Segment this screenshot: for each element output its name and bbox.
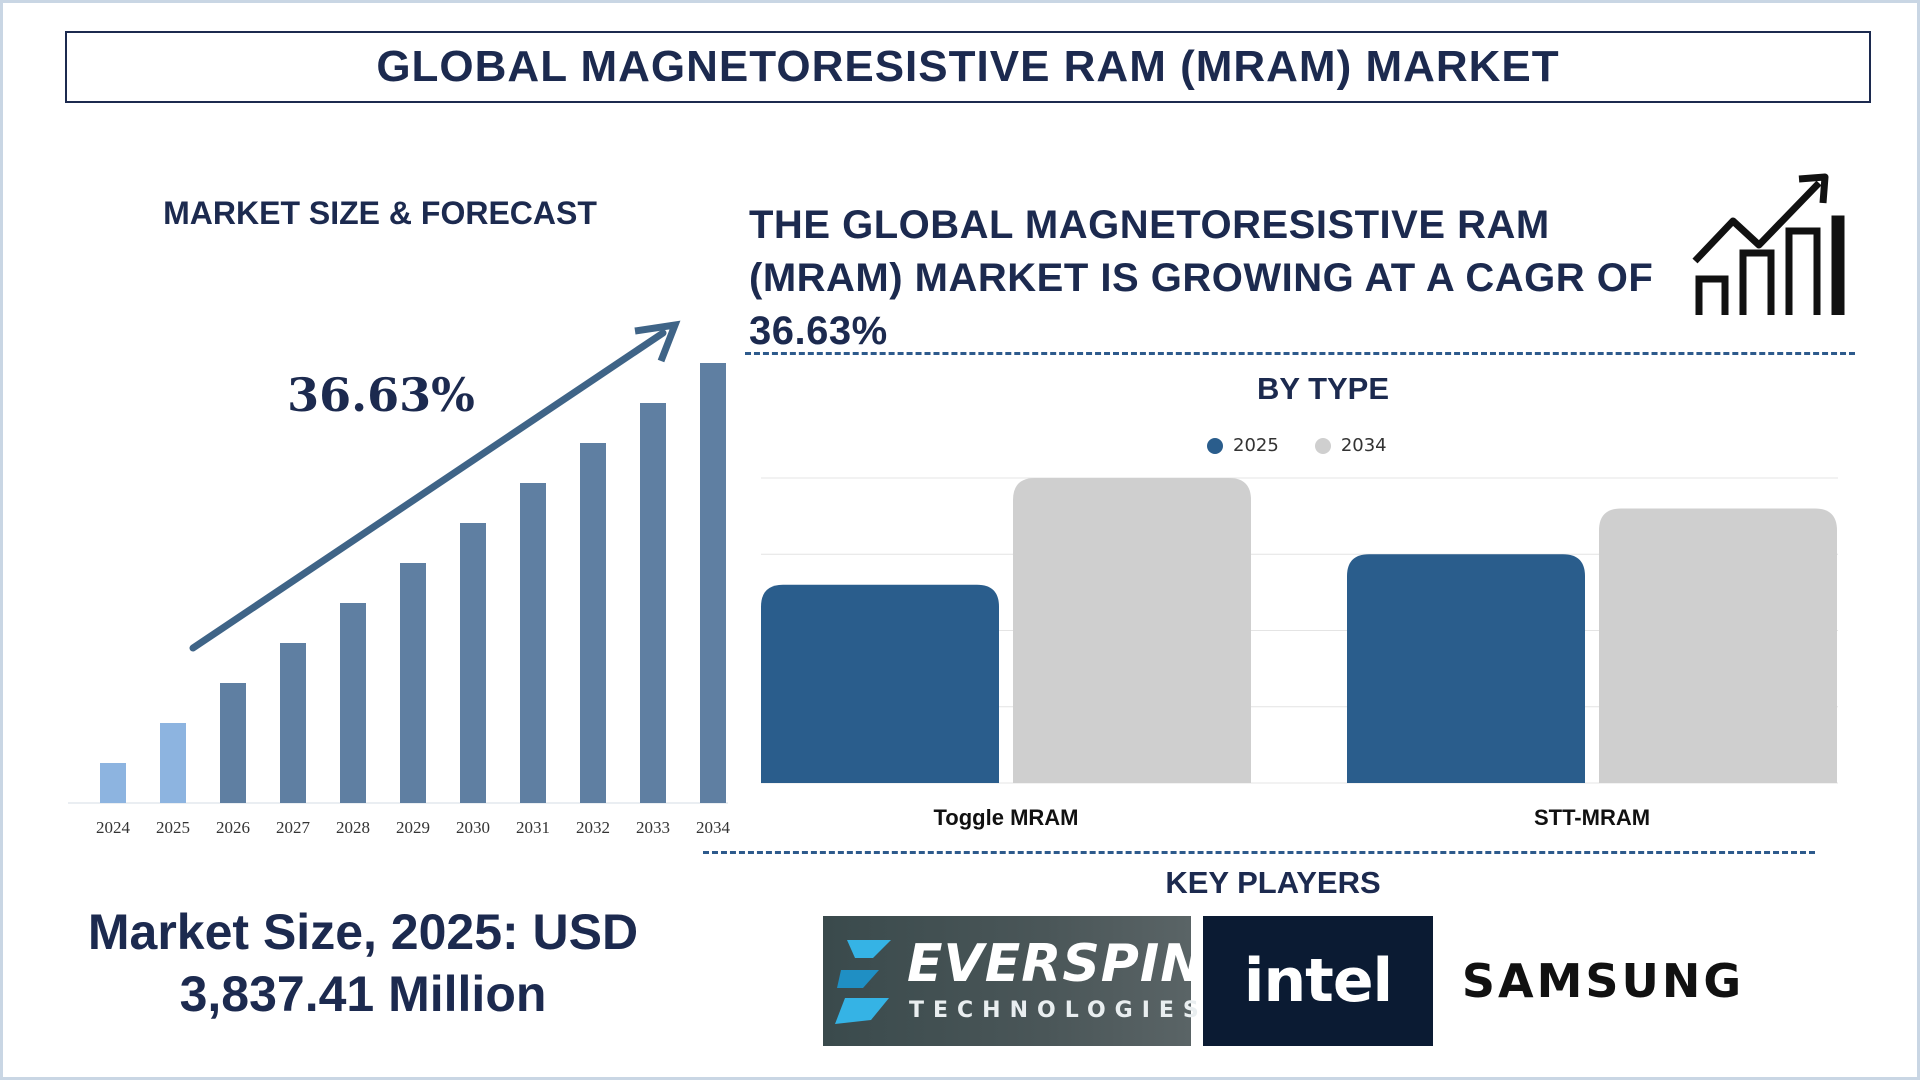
everspin-mark-icon <box>835 940 891 1024</box>
legend-swatch <box>1207 437 1223 454</box>
forecast-bar-2027 <box>280 643 306 803</box>
samsung-logo: SAMSUNG <box>1462 916 1741 1046</box>
x-tick-label: 2029 <box>396 818 430 837</box>
forecast-bar-2034 <box>700 363 726 803</box>
legend-item-2034: 2034 <box>1314 435 1387 456</box>
forecast-bar-2031 <box>520 483 546 803</box>
x-tick-label: 2032 <box>576 818 610 837</box>
forecast-bar-2029 <box>400 563 426 803</box>
x-tick-label: 2031 <box>516 818 550 837</box>
x-tick-label: 2027 <box>276 818 311 837</box>
growth-arrow <box>189 329 667 652</box>
growth-chart-icon <box>1692 173 1845 315</box>
market-size-line: Market Size, 2025: USD <box>87 904 639 960</box>
forecast-bar-2028 <box>340 603 366 803</box>
market-size-callout: Market Size, 2025: USD 3,837.41 Million <box>43 901 683 1025</box>
forecast-bar-2030 <box>460 523 486 803</box>
intel-logo: intel <box>1203 916 1433 1046</box>
everspin-subtitle: TECHNOLOGIES <box>909 998 1208 1023</box>
growth-arrow-head-icon <box>634 320 681 363</box>
by-type-bar-chart: Toggle MRAM STT-MRAM <box>761 477 1838 830</box>
legend-label: 2025 <box>1233 435 1279 456</box>
forecast-bar-2024 <box>100 763 126 803</box>
legend-item-2025: 2025 <box>1207 435 1279 456</box>
bar-stt-mram-2034 <box>1599 508 1837 783</box>
x-tick-label: 2026 <box>216 818 250 837</box>
x-tick-label: 2034 <box>696 818 731 837</box>
category-label: Toggle MRAM <box>933 805 1078 830</box>
everspin-wordmark: EVERSPIN <box>907 934 1205 994</box>
bar-stt-mram-2025 <box>1347 554 1585 783</box>
by-type-section-title: BY TYPE <box>1256 371 1390 406</box>
key-players-title: KEY PLAYERS <box>1165 865 1381 900</box>
section-divider <box>745 352 1855 355</box>
chart-legend: 2025 2034 <box>1207 435 1387 456</box>
forecast-section-title: MARKET SIZE & FORECAST <box>163 195 597 231</box>
legend-label: 2034 <box>1340 435 1387 456</box>
x-tick-label: 2033 <box>636 818 670 837</box>
market-size-value: 3,837.41 Million <box>179 966 547 1022</box>
section-divider <box>703 851 1815 854</box>
everspin-logo: EVERSPIN TECHNOLOGIES <box>823 916 1204 1046</box>
samsung-wordmark: SAMSUNG <box>1461 954 1745 1008</box>
legend-swatch <box>1314 437 1331 454</box>
page-title: GLOBAL MAGNETORESISTIVE RAM (MRAM) MARKE… <box>65 31 1871 103</box>
cagr-annotation: 36.63% <box>287 368 475 422</box>
x-tick-label: 2030 <box>456 818 490 837</box>
forecast-bar-2032 <box>580 443 606 803</box>
x-tick-label: 2024 <box>96 818 131 837</box>
forecast-bar-2033 <box>640 403 666 803</box>
forecast-bar-2026 <box>220 683 246 803</box>
bar-toggle-mram-2025 <box>761 584 999 783</box>
bar-toggle-mram-2034 <box>1013 478 1251 783</box>
intel-wordmark: intel <box>1243 946 1393 1016</box>
x-tick-label: 2028 <box>336 818 370 837</box>
forecast-bar-2025 <box>160 723 186 803</box>
forecast-bar-chart: 2024 2025 2026 2027 2028 2029 2030 2031 2032 2033… <box>68 320 731 837</box>
category-label: STT-MRAM <box>1534 805 1650 830</box>
x-tick-label: 2025 <box>156 818 190 837</box>
cagr-statement: THE GLOBAL MAGNETORESISTIVE RAM (MRAM) M… <box>749 203 1654 353</box>
